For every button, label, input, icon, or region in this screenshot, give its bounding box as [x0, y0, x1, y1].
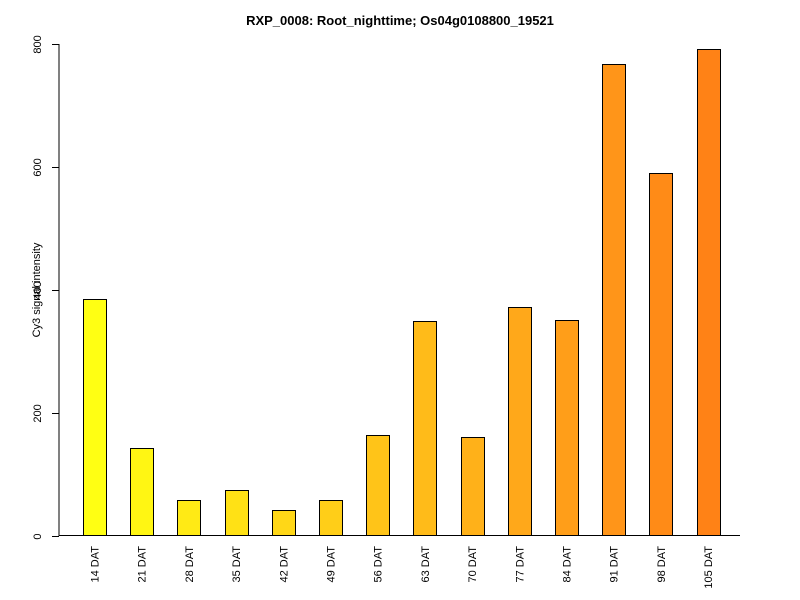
bar: [697, 49, 721, 536]
x-axis-tick-labels: 14 DAT 21 DAT 28 DAT 35 DAT 42 DAT 49 DAT 56 D…: [90, 546, 716, 589]
bar: [649, 173, 673, 536]
bar: [177, 500, 201, 536]
x-tick-label: 77 DAT: [514, 546, 526, 583]
x-tick-label: 35 DAT: [231, 546, 243, 583]
bar: [272, 510, 296, 536]
chart-title: RXP_0008: Root_nighttime; Os04g0108800_1…: [246, 13, 554, 28]
bar: [602, 64, 626, 536]
y-tick-label: 200: [32, 404, 44, 422]
y-tick-label: 600: [32, 158, 44, 176]
x-tick-label: 14 DAT: [90, 546, 102, 583]
y-tick-label: 400: [32, 281, 44, 299]
x-tick-label: 49 DAT: [326, 546, 338, 583]
bar: [413, 321, 437, 536]
bar: [225, 490, 249, 536]
bar: [83, 299, 107, 536]
y-axis-label: Cy3 signal intensity: [31, 242, 43, 337]
y-tick-label: 0: [32, 533, 44, 539]
x-tick-label: 56 DAT: [373, 546, 385, 583]
x-tick-label: 63 DAT: [420, 546, 432, 583]
y-axis-ticks: 0 200 400 600 800: [32, 35, 59, 540]
x-tick-label: 84 DAT: [562, 546, 574, 583]
bars-group: [83, 49, 721, 536]
bar: [366, 435, 390, 536]
x-tick-label: 98 DAT: [656, 546, 668, 583]
y-tick-label: 800: [32, 35, 44, 53]
x-tick-label: 91 DAT: [609, 546, 621, 583]
bar: [508, 307, 532, 536]
bar: [461, 437, 485, 536]
x-tick-label: 42 DAT: [278, 546, 290, 583]
x-tick-label: 21 DAT: [137, 546, 149, 583]
bar: [319, 500, 343, 536]
x-tick-label: 28 DAT: [184, 546, 196, 583]
x-tick-label: 105 DAT: [703, 546, 715, 589]
x-tick-label: 70 DAT: [467, 546, 479, 583]
bar: [130, 448, 154, 536]
bar: [555, 320, 579, 536]
